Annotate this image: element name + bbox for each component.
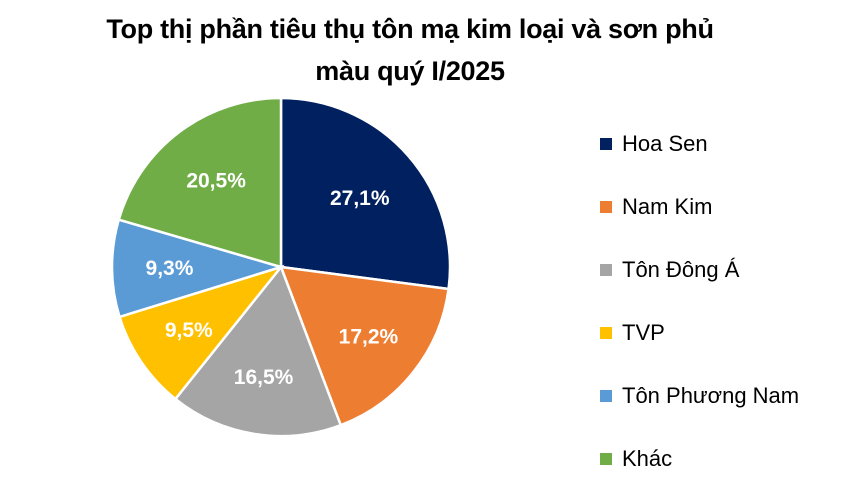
legend-label: Tôn Phương Nam bbox=[622, 382, 800, 408]
slice-value-label: 9,5% bbox=[165, 319, 213, 342]
pie-slice-tvp bbox=[117, 264, 285, 401]
slice-value-label: 20,5% bbox=[186, 169, 246, 192]
legend-item-nam-kim: Nam Kim bbox=[600, 175, 799, 238]
legend: Hoa Sen Nam Kim Tôn Đông Á TVP Tôn Phươn… bbox=[600, 112, 799, 490]
legend-label: Hoa Sen bbox=[622, 130, 708, 156]
pie-slice-hoa-sen bbox=[279, 96, 452, 291]
legend-item-tvp: TVP bbox=[600, 301, 799, 364]
legend-swatch bbox=[600, 452, 612, 465]
pie-slice-nam-kim bbox=[279, 265, 450, 427]
pie-slice-khác bbox=[117, 96, 283, 269]
legend-label: Nam Kim bbox=[622, 193, 713, 219]
slice-value-label: 16,5% bbox=[234, 366, 294, 389]
legend-item-khac: Khác bbox=[600, 427, 799, 490]
chart-title-line-1: Top thị phần tiêu thụ tôn mạ kim loại và… bbox=[106, 14, 714, 44]
pie-slice-tôn-đông-á bbox=[173, 264, 343, 438]
legend-item-ton-dong-a: Tôn Đông Á bbox=[600, 238, 799, 301]
legend-swatch bbox=[600, 263, 612, 276]
legend-item-ton-phuong-nam: Tôn Phương Nam bbox=[600, 364, 799, 427]
chart-title-line-2: màu quý I/2025 bbox=[315, 56, 505, 86]
legend-swatch bbox=[600, 200, 612, 213]
legend-swatch bbox=[600, 389, 612, 402]
legend-label: Tôn Đông Á bbox=[622, 256, 740, 282]
slice-value-label: 17,2% bbox=[339, 325, 399, 348]
legend-label: TVP bbox=[622, 319, 665, 345]
pie-slice-tôn-phương-nam bbox=[110, 218, 286, 319]
legend-label: Khác bbox=[622, 445, 673, 471]
slice-value-label: 27,1% bbox=[330, 187, 390, 210]
legend-item-hoa-sen: Hoa Sen bbox=[600, 112, 799, 175]
pie-chart: 27,1% 17,2% 16,5% 9,5% 9,3% 20,5% bbox=[110, 96, 452, 438]
legend-swatch bbox=[600, 137, 612, 150]
legend-swatch bbox=[600, 326, 612, 339]
chart-title: Top thị phần tiêu thụ tôn mạ kim loại và… bbox=[0, 8, 820, 92]
slice-value-label: 9,3% bbox=[146, 257, 194, 280]
